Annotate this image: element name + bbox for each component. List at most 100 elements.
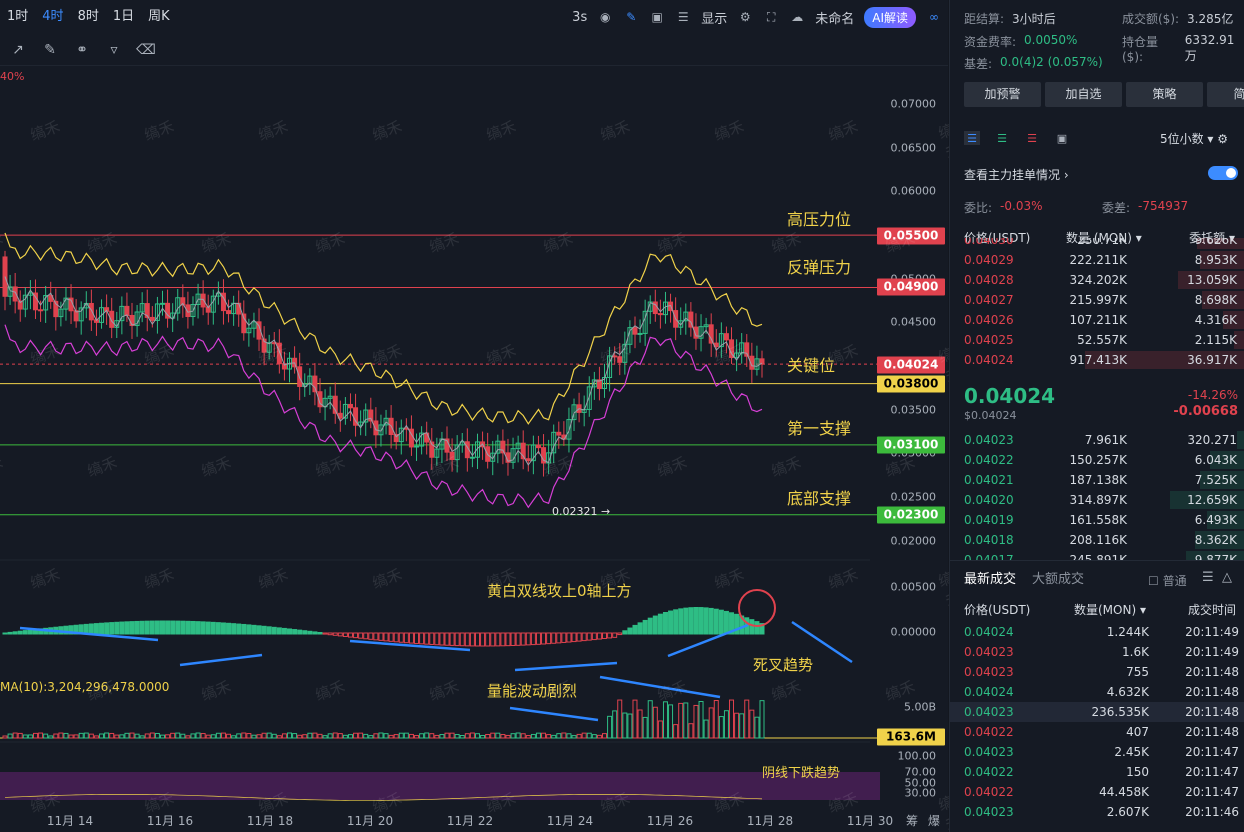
interval-label[interactable]: 3s (572, 9, 588, 25)
overview-button[interactable]: 简况 (1207, 82, 1244, 107)
watchlist-button[interactable]: 加自选 (1045, 82, 1122, 107)
candle (591, 379, 597, 388)
orderbook-row[interactable]: 0.04019 161.558K 6.493K (950, 510, 1244, 530)
tf-8h[interactable]: 8时 (77, 9, 99, 24)
ob-header-qty[interactable]: 数量 (MON) ▾ (1066, 231, 1142, 245)
pen-icon[interactable]: ✎ (626, 10, 637, 24)
volume-bar (754, 716, 760, 739)
fullscreen-icon[interactable]: ⛶ (767, 9, 776, 24)
orderbook-row[interactable]: 0.04025 52.557K 2.115K (950, 330, 1244, 350)
macd-bar (7, 631, 13, 635)
decimals-select[interactable]: 5位小数 ▾ ⚙ (1159, 131, 1228, 146)
tab-large-trades[interactable]: 大额成交 (1032, 572, 1085, 587)
burst-label[interactable]: 爆 (928, 814, 941, 828)
candle (368, 409, 374, 422)
orderbook-row[interactable]: 0.04026 107.211K 4.316K (950, 310, 1244, 330)
volume-bar (307, 732, 313, 739)
gear-icon[interactable]: ⚙ (739, 10, 751, 24)
trend-arrow (509, 706, 599, 722)
depth-toggle[interactable] (1208, 166, 1238, 180)
macd-bar (175, 620, 181, 635)
y-tick-label: 0.00500 (890, 580, 937, 594)
volume-bar (7, 733, 13, 739)
volume-bar (591, 734, 597, 739)
macd-bar (210, 621, 216, 635)
trade-time: 20:11:48 (1185, 665, 1239, 679)
chart-area[interactable]: 1时 4时 8时 1日 周K 3s ◉ ✎ ▣ ☰ 显示 ⚙ ⛶ ☁ 未命名 A… (0, 0, 963, 832)
candle (312, 375, 318, 393)
trade-settings-icon[interactable]: ☰ (1202, 570, 1214, 585)
ob-header-total[interactable]: 委托额 ▾ (1189, 231, 1235, 245)
orderbook-row[interactable]: 0.04022 150.257K 6.043K (950, 450, 1244, 470)
trash-icon[interactable]: ⌫ (136, 41, 156, 58)
alert-button[interactable]: 加预警 (964, 82, 1041, 107)
orderbook-row[interactable]: 0.04030 230.71K 9.626K (950, 238, 1244, 250)
cross-circle (738, 589, 776, 627)
settlement-row: 距结算: 3小时后 (964, 10, 1056, 27)
normal-checkbox[interactable]: ☐ 普通 (1148, 574, 1187, 588)
tab-latest-trades[interactable]: 最新成交 (964, 572, 1017, 587)
orderbook-bids-icon[interactable]: ☰ (997, 131, 1007, 145)
trade-qty: 1.244K (1106, 625, 1149, 639)
orderbook-row[interactable]: 0.04018 208.116K 8.362K (950, 530, 1244, 550)
price-chart[interactable] (0, 0, 948, 832)
candle (261, 338, 267, 353)
strategy-button[interactable]: 策略 (1126, 82, 1203, 107)
orderbook-row[interactable]: 0.04028 324.202K 13.059K (950, 270, 1244, 290)
link-icon[interactable]: ⚭ (76, 41, 88, 58)
depth-bar (1169, 491, 1244, 509)
orderbook-row[interactable]: 0.04024 917.413K 36.917K (950, 350, 1244, 370)
camera-icon[interactable]: ◉ (599, 10, 611, 24)
orderbook-total: 6.493K (1194, 513, 1237, 527)
macd-bar (226, 622, 232, 635)
volume-bar (22, 734, 28, 739)
trade-price: 0.04023 (964, 705, 1014, 719)
macd-bar (474, 632, 480, 647)
macd-bar (297, 629, 303, 635)
orderbook-row[interactable]: 0.04029 222.211K 8.953K (950, 250, 1244, 270)
tf-1d[interactable]: 1日 (112, 9, 135, 24)
tf-4h[interactable]: 4时 (42, 9, 64, 24)
ai-button[interactable]: AI解读 (864, 6, 916, 28)
volume-bar (43, 733, 49, 739)
draw-tool-icon[interactable]: ↗ (12, 41, 24, 58)
orderbook-row[interactable]: 0.04017 245.891K 9.877K (950, 550, 1244, 560)
tf-1h[interactable]: 1时 (7, 9, 29, 24)
volume-bar (734, 712, 740, 739)
indicator-icon[interactable]: ☰ (677, 10, 689, 24)
candle (200, 293, 206, 308)
display-button[interactable]: 显示 (701, 11, 728, 27)
lower-band-line (4, 324, 763, 509)
orderbook-row[interactable]: 0.04027 215.997K 8.698K (950, 290, 1244, 310)
orderbook-asks-icon[interactable]: ☰ (1027, 131, 1037, 145)
volume-bar (83, 732, 89, 739)
candle (708, 324, 714, 344)
crop-icon[interactable]: ▣ (651, 10, 663, 24)
orderbook-row[interactable]: 0.04021 187.138K 7.525K (950, 470, 1244, 490)
tf-1w[interactable]: 周K (148, 9, 170, 24)
view-depth-link[interactable]: 查看主力挂单情况 › (964, 168, 1069, 182)
share-icon[interactable]: ∞ (929, 10, 939, 24)
orderbook-row[interactable]: 0.04020 314.897K 12.659K (950, 490, 1244, 510)
trade-header-qty[interactable]: 数量(MON) ▾ (1074, 603, 1146, 617)
macd-bar (378, 632, 384, 641)
settlement-value: 3小时后 (1012, 12, 1056, 26)
macd-bar (134, 620, 140, 635)
note-icon[interactable]: ✎ (44, 41, 56, 58)
orderbook-both-icon[interactable]: ☰ (964, 131, 980, 145)
macd-bar (718, 609, 724, 635)
layout-name[interactable]: 未命名 (815, 11, 855, 27)
macd-bar (642, 619, 648, 635)
volume-bar (266, 732, 272, 739)
filter-icon[interactable]: ▿ (110, 41, 118, 58)
chips-label[interactable]: 筹 (906, 814, 919, 828)
orderbook-depth-icon[interactable]: ▣ (1056, 131, 1068, 145)
macd-bar (749, 619, 755, 635)
y-tick-label: 0.03500 (890, 403, 937, 417)
orderbook-price: 0.04023 (964, 433, 1014, 447)
trade-filter-icon[interactable]: △ (1222, 570, 1232, 585)
macd-bar (292, 629, 298, 635)
volume-bar (500, 734, 506, 739)
cloud-icon[interactable]: ☁ (791, 10, 804, 24)
orderbook-row[interactable]: 0.04023 7.961K 320.271 (950, 430, 1244, 450)
